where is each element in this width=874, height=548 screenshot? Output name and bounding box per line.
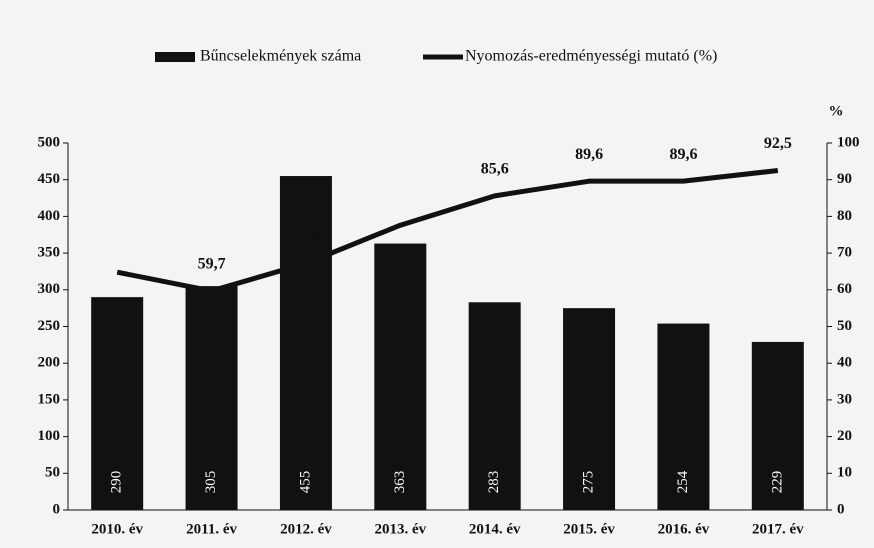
line-value-label: 89,6 xyxy=(669,146,697,163)
legend-label: Bűncselekmények száma xyxy=(200,48,361,65)
y-tick-label: 450 xyxy=(38,171,61,187)
bar xyxy=(374,243,427,511)
x-tick-label: 2017. év xyxy=(752,521,804,537)
y-tick-label: 50 xyxy=(45,465,60,481)
bar-value-label: 254 xyxy=(675,470,691,493)
bar xyxy=(468,302,521,510)
line-value-label: 89,6 xyxy=(575,146,603,163)
bar-value-label: 229 xyxy=(769,471,785,494)
line-value-label: 92,5 xyxy=(764,135,792,152)
y-tick-label: 150 xyxy=(38,391,61,407)
y2-tick-label: 90 xyxy=(837,171,852,187)
x-tick-label: 2013. év xyxy=(374,521,426,537)
x-tick-label: 2016. év xyxy=(658,521,710,537)
x-tick-label: 2011. év xyxy=(186,521,237,537)
y2-tick-label: 70 xyxy=(837,245,852,261)
bar-value-label: 290 xyxy=(109,471,125,494)
bar-value-label: 275 xyxy=(581,471,597,494)
legend-label: Nyomozás-eredményességi mutató (%) xyxy=(465,48,717,65)
bar-value-label: 283 xyxy=(486,471,502,494)
y2-tick-label: 0 xyxy=(837,501,845,517)
y-tick-label: 350 xyxy=(38,245,61,261)
y-tick-label: 400 xyxy=(38,208,61,224)
bar xyxy=(657,323,710,510)
bar xyxy=(279,176,332,510)
bar xyxy=(185,286,238,510)
y2-tick-label: 40 xyxy=(837,355,852,371)
y-tick-label: 200 xyxy=(38,355,61,371)
line-value-label: 85,6 xyxy=(481,161,509,178)
y-tick-label: 250 xyxy=(38,318,61,334)
x-tick-label: 2015. év xyxy=(563,521,615,537)
line xyxy=(116,168,779,294)
y2-tick-label: 60 xyxy=(837,281,852,297)
y-tick-label: 500 xyxy=(38,134,61,150)
y2-tick-label: 20 xyxy=(837,428,852,444)
y2-tick-label: 80 xyxy=(837,208,852,224)
bar-value-label: 305 xyxy=(203,471,219,494)
x-tick-label: 2014. év xyxy=(469,521,521,537)
y-tick-label: 100 xyxy=(38,428,61,444)
y2-tick-label: 30 xyxy=(837,391,852,407)
y2-axis-label: % xyxy=(829,103,844,119)
x-tick-label: 2010. év xyxy=(91,521,143,537)
legend-swatch xyxy=(155,52,195,62)
y2-tick-label: 50 xyxy=(837,318,852,334)
bar xyxy=(563,308,616,510)
x-tick-label: 2012. év xyxy=(280,521,332,537)
y2-tick-label: 10 xyxy=(837,465,852,481)
bar-value-label: 455 xyxy=(297,471,313,494)
line-value-label: 67,2 xyxy=(292,228,320,245)
y-tick-label: 0 xyxy=(53,501,61,517)
bar xyxy=(91,297,144,510)
y-tick-label: 300 xyxy=(38,281,61,297)
y2-tick-label: 100 xyxy=(837,134,860,150)
bar-value-label: 363 xyxy=(392,471,408,494)
bar xyxy=(751,341,804,510)
line-value-label: 59,7 xyxy=(198,256,226,273)
